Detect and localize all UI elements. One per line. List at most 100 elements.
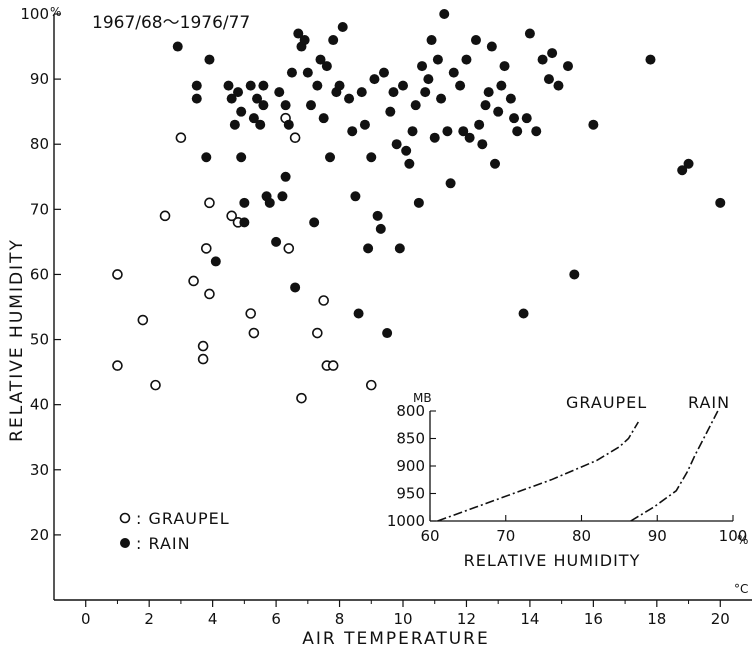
rain-point: [375, 223, 386, 234]
graupel-point: [200, 243, 212, 254]
graupel-point: [365, 379, 377, 391]
rain-point: [302, 67, 313, 78]
x-tick-label: 14: [520, 610, 539, 628]
rain-point: [404, 158, 415, 169]
rain-point: [531, 126, 542, 137]
rain-point: [315, 54, 326, 65]
rain-point: [337, 22, 348, 33]
graupel-point: [312, 327, 323, 339]
rain-point: [429, 132, 440, 143]
y-tick-label: 70: [30, 200, 49, 218]
inset-ticks: 60 70 80 90 100 800 850 900 950 1000: [387, 402, 748, 545]
rain-point: [442, 126, 453, 137]
rain-point: [204, 54, 215, 65]
rain-point: [486, 41, 497, 52]
graupel-point: [159, 210, 171, 222]
inset-x-label: RELATIVE HUMIDITY: [464, 551, 641, 570]
inset-axes: [429, 411, 733, 522]
main-ticks: 0 2 4 6 8 10 12 14 16 18 20 20 30 40 50 60 70 80 90 100: [20, 5, 729, 628]
inset-x-tick-label: 70: [496, 527, 515, 545]
graupel-point: [137, 314, 149, 326]
rain-point: [299, 35, 310, 46]
rain-point: [226, 93, 237, 104]
rain-point: [439, 9, 450, 19]
rain-point: [547, 48, 558, 59]
rain-point: [448, 67, 459, 78]
rain-point: [255, 119, 266, 130]
rain-point: [407, 126, 418, 137]
x-tick-label: 16: [584, 610, 603, 628]
rain-point: [191, 80, 202, 91]
rain-point: [645, 54, 656, 65]
inset-y-tick-label: 950: [396, 485, 425, 503]
rain-point: [366, 152, 377, 163]
rain-point: [543, 74, 554, 85]
rain-point: [369, 74, 380, 85]
rain-point: [236, 152, 247, 163]
rain-point: [436, 93, 447, 104]
y-axis-label: RELATIVE HUMIDITY: [7, 238, 27, 442]
rain-point: [328, 35, 339, 46]
y-tick-label: 100: [20, 5, 49, 23]
inset-x-tick-label: 90: [648, 527, 667, 545]
rain-point: [499, 61, 510, 72]
rain-point: [264, 197, 275, 208]
rain-point: [239, 217, 250, 228]
rain-point: [229, 119, 240, 130]
rain-point: [490, 158, 501, 169]
x-tick-label: 6: [271, 610, 281, 628]
rain-point: [321, 61, 332, 72]
legend-rain-marker: [120, 538, 130, 548]
rain-point: [398, 80, 408, 91]
rain-point: [245, 80, 256, 91]
inset-y-unit: MB: [413, 391, 432, 405]
x-tick-label: 20: [711, 610, 730, 628]
rain-point: [391, 139, 402, 150]
rain-point: [477, 139, 488, 150]
graupel-point: [112, 269, 123, 280]
x-tick-label: 8: [335, 610, 345, 628]
graupel-point: [112, 360, 123, 371]
inset-graupel-label: GRAUPEL: [566, 393, 647, 412]
y-tick-label: 80: [30, 135, 49, 153]
rain-point: [277, 191, 288, 202]
rain-point: [455, 80, 466, 91]
rain-point: [423, 74, 434, 85]
rain-point: [290, 282, 301, 293]
y-tick-label: 60: [30, 265, 49, 283]
rain-point: [356, 87, 367, 98]
rain-point: [470, 35, 481, 46]
rain-point: [318, 113, 329, 124]
graupel-point: [150, 379, 161, 391]
scatter-points: [112, 9, 726, 404]
inset-y-tick-label: 1000: [387, 512, 425, 530]
rain-point: [283, 119, 294, 130]
graupel-point: [248, 327, 260, 339]
rain-point: [274, 87, 285, 98]
rain-point: [394, 243, 405, 254]
rain-point: [271, 236, 282, 247]
rain-point: [474, 119, 485, 130]
rain-point: [210, 256, 221, 267]
rain-point: [191, 93, 202, 104]
y-tick-label: 40: [30, 396, 49, 414]
rain-point: [347, 126, 358, 137]
rain-point: [350, 191, 361, 202]
graupel-point: [289, 132, 301, 144]
rain-point: [461, 54, 472, 65]
rain-point: [518, 308, 529, 319]
inset-rain-line: [630, 410, 719, 522]
legend-graupel-label: : GRAUPEL: [136, 509, 230, 528]
legend-rain-label: : RAIN: [136, 534, 191, 553]
rain-point: [464, 132, 475, 143]
rain-point: [372, 210, 383, 221]
rain-point: [223, 80, 234, 91]
graupel-point: [296, 392, 307, 404]
rain-point: [382, 328, 393, 339]
rain-point: [280, 171, 291, 182]
x-axis-label: AIR TEMPERATURE: [302, 629, 489, 649]
rain-point: [458, 126, 469, 137]
rain-point: [388, 87, 399, 98]
chart-title: 1967/68～1976/77: [92, 13, 250, 33]
y-tick-label: 90: [30, 70, 49, 88]
